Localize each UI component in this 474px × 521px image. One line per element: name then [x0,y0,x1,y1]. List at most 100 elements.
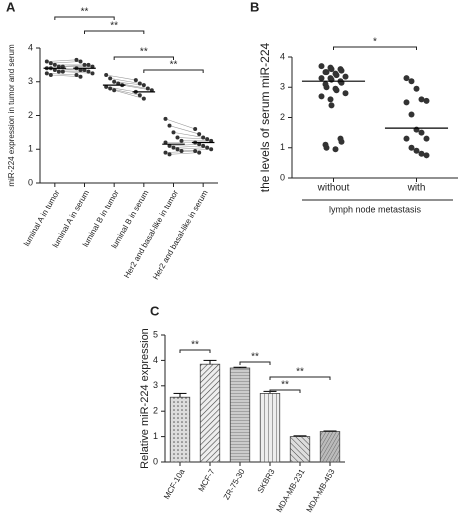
data-point [167,152,172,157]
x-tick-label: SKBR3 [256,467,277,495]
y-tick-label: 5 [153,329,158,339]
data-point [112,88,117,93]
pair-line [169,143,200,147]
data-point [141,96,146,101]
data-point [78,67,83,72]
significance-bracket [143,69,204,73]
data-point [342,90,349,97]
data-point [423,97,430,104]
data-point [74,57,79,62]
data-point [408,78,415,85]
data-point [171,145,176,150]
data-point [179,138,184,143]
data-point [44,59,49,64]
data-point [104,73,109,77]
significance-bracket [239,361,271,365]
data-point [323,69,330,76]
x-tick-label: Her2 and basal-like in tumor [122,188,180,279]
x-tick-label: MDA-MB-231 [275,467,307,514]
data-point [338,138,345,145]
data-point [209,147,214,152]
data-point [418,129,425,136]
significance-label: ** [296,367,304,378]
data-point [413,85,420,92]
pair-line [177,147,208,150]
data-point [328,102,335,109]
data-point [423,135,430,142]
x-tick-label: MDA-MB-453 [305,467,337,514]
data-point [408,144,415,151]
panel-label: B [250,0,259,14]
y-tick-label: 3 [28,76,33,86]
significance-label: ** [110,21,118,32]
data-point [197,150,202,155]
data-point [209,138,214,143]
pair-line [114,89,144,99]
pair-line [46,59,77,62]
y-tick-label: 4 [28,42,33,52]
data-point [56,69,61,74]
data-point [163,116,168,121]
panel-label: C [150,303,160,318]
significance-label: ** [251,352,259,363]
data-point [167,123,172,128]
data-point [403,135,410,142]
data-point [149,88,154,93]
data-point [141,83,146,88]
data-point [74,73,79,77]
data-point [408,111,415,118]
data-point [82,67,87,72]
data-point [323,84,330,91]
data-point [108,86,113,91]
x-tick-label: Her2 and basal-like in serum [151,188,210,281]
y-tick-label: 2 [153,406,158,416]
y-tick-label: 3 [280,82,285,92]
pair-line [169,152,200,155]
significance-label: * [373,37,377,48]
significance-bracket [333,46,417,50]
data-point [318,93,325,100]
x-tick-label: ZR-75-30 [222,467,247,501]
bar [289,436,311,463]
data-point [193,148,198,153]
pair-line [173,132,204,138]
x-tick-label: MCF-10a [162,467,187,501]
data-point [327,96,334,103]
data-point [48,61,53,66]
data-point [338,67,345,74]
bar [169,396,191,463]
data-point [163,150,168,155]
y-tick-label: 3 [153,380,158,390]
significance-label: ** [170,60,178,71]
data-point [403,75,410,82]
significance-label: ** [281,380,289,391]
data-point [197,142,202,147]
significance-bracket [84,30,145,34]
significance-bracket [179,349,211,353]
data-point [48,73,53,77]
data-point [52,67,57,72]
data-point [318,75,325,82]
y-axis-label: the levels of serum miR-224 [258,42,272,192]
pair-line [106,74,136,81]
data-point [104,84,109,89]
significance-label: ** [140,47,148,58]
data-point [175,135,180,140]
data-point [418,96,425,103]
pair-line [165,118,196,130]
data-point [201,143,206,148]
data-point [52,62,57,67]
data-point [423,152,430,159]
data-point [413,147,420,154]
x-axis-label: lymph node metastasis [329,204,422,214]
data-point [44,71,49,76]
data-point [108,76,113,81]
data-point [332,146,339,153]
data-point [197,132,202,137]
significance-bracket [113,56,174,60]
significance-bracket [54,16,115,20]
significance-bracket [269,389,301,393]
data-point [175,147,180,152]
data-point [137,93,142,98]
